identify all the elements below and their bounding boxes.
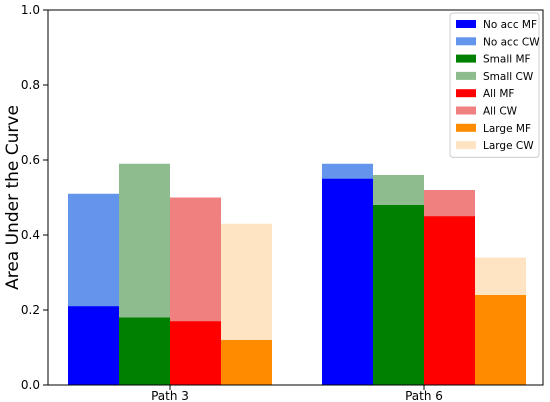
bar-all-mf-0 [170, 321, 221, 385]
y-axis-label: Area Under the Curve [3, 105, 23, 290]
legend-swatch [456, 141, 476, 150]
plot-frame [47, 9, 544, 386]
y-tick-label: 1.0 [21, 3, 40, 17]
y-tick-label: 0.8 [21, 78, 40, 92]
legend: No acc MF No acc CW Small MF Small CW All MF… [449, 12, 540, 158]
legend-entry: Large MF [483, 123, 531, 135]
x-tick-label: Path 3 [151, 389, 189, 402]
legend-entry: Small CW [483, 71, 534, 83]
y-tick-label: 0.6 [21, 153, 40, 167]
bar-large-mf-0 [221, 340, 272, 385]
legend-swatch [456, 20, 476, 28]
bar-no-acc-mf-1 [322, 178, 373, 385]
legend-swatch [456, 54, 476, 63]
legend-swatch [456, 106, 476, 115]
bar-large-mf-1 [475, 295, 526, 385]
legend-entry: All CW [483, 106, 518, 118]
bar-all-mf-1 [424, 216, 475, 385]
bar-no-acc-mf-0 [68, 306, 119, 385]
legend-entry: Large CW [483, 140, 534, 152]
y-tick-label: 0.2 [21, 303, 40, 317]
legend-swatch [456, 71, 476, 80]
legend-swatch [456, 123, 476, 132]
axes-layer: 0.0 0.2 0.4 0.6 0.8 1.0 Path 3 Path 6 [21, 3, 443, 402]
y-tick-label: 0.0 [21, 378, 40, 392]
bars-layer [68, 163, 526, 385]
bar-small-mf-0 [119, 317, 170, 385]
legend-entry: All MF [483, 88, 514, 100]
y-tick-label: 0.4 [21, 228, 40, 242]
legend-swatch [456, 37, 476, 46]
legend-entry: No acc MF [483, 19, 537, 31]
legend-entry: Small MF [483, 54, 531, 66]
legend-swatch [456, 89, 476, 98]
bar-small-mf-1 [373, 205, 424, 385]
legend-entry: No acc CW [483, 36, 540, 48]
x-tick-label: Path 6 [405, 389, 443, 402]
legend-box [449, 12, 540, 158]
